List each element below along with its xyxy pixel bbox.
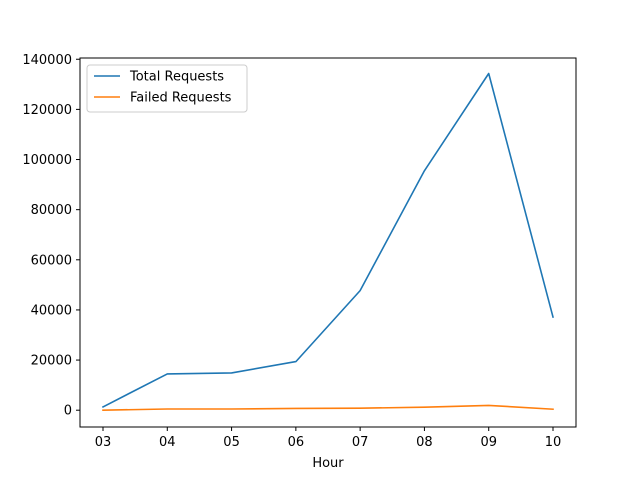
- y-tick-label: 20000: [31, 354, 72, 369]
- plot-area-frame: [79, 57, 577, 428]
- series-line-total-requests: [101, 72, 554, 408]
- plot-lines: [101, 72, 554, 412]
- y-tick-label: 60000: [31, 253, 72, 268]
- y-tick-label: 140000: [22, 53, 72, 68]
- x-axis-label: Hour: [312, 456, 344, 471]
- y-axis: 0 20000 40000 60000 80000 100000 120000 140000: [22, 53, 80, 419]
- y-tick-label: 80000: [31, 203, 72, 218]
- x-tick-label: 06: [288, 435, 305, 450]
- y-tick-label: 100000: [22, 153, 72, 168]
- x-tick-label: 05: [223, 435, 240, 450]
- x-tick-label: 08: [416, 435, 433, 450]
- x-tick-label: 10: [545, 435, 562, 450]
- series-line-failed-requests: [102, 404, 554, 412]
- y-tick-label: 120000: [22, 103, 72, 118]
- x-tick-label: 04: [159, 435, 176, 450]
- legend-label: Failed Requests: [130, 91, 232, 106]
- y-tick-label: 0: [64, 404, 72, 419]
- x-tick-label: 03: [95, 435, 112, 450]
- legend-label: Total Requests: [129, 70, 224, 85]
- x-tick-label: 09: [480, 435, 497, 450]
- legend: Total Requests Failed Requests: [86, 64, 248, 113]
- x-axis: 03 04 05 06 07 08 09 10: [95, 427, 562, 450]
- legend-box: [86, 64, 248, 113]
- x-tick-label: 07: [352, 435, 369, 450]
- y-tick-label: 40000: [31, 303, 72, 318]
